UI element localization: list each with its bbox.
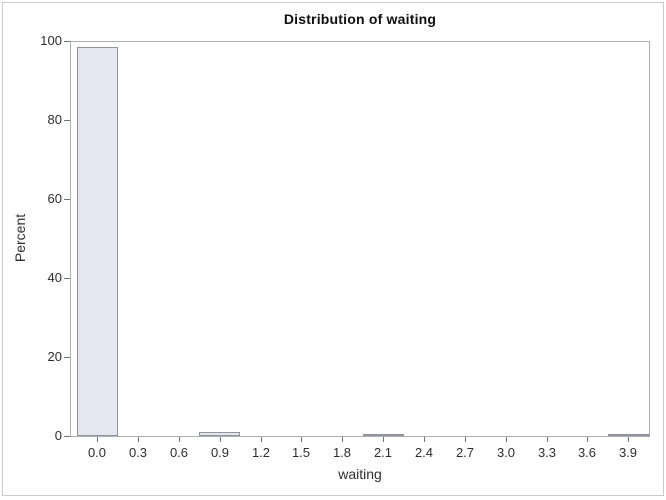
y-axis-label: Percent — [12, 213, 28, 263]
x-tick-mark — [628, 437, 629, 442]
x-tick-mark — [342, 437, 343, 442]
x-tick-mark — [547, 437, 548, 442]
plot-area — [70, 41, 650, 437]
x-tick-label: 1.5 — [291, 445, 311, 460]
x-tick-label: 3.6 — [577, 445, 597, 460]
x-tick-label: 1.8 — [332, 445, 352, 460]
x-tick-label: 3.9 — [618, 445, 638, 460]
y-tick-mark — [64, 357, 70, 358]
x-tick-label: 0.6 — [169, 445, 189, 460]
x-tick-mark — [97, 437, 98, 442]
x-tick-mark — [506, 437, 507, 442]
x-tick-label: 3.0 — [496, 445, 516, 460]
y-tick-label: 80 — [47, 112, 62, 127]
chart-title: Distribution of waiting — [283, 11, 437, 27]
x-tick-mark — [179, 437, 180, 442]
x-tick-label: 0.3 — [128, 445, 148, 460]
x-tick-label: 2.7 — [455, 445, 475, 460]
x-tick-mark — [138, 437, 139, 442]
histogram-bar — [363, 434, 404, 436]
histogram-bar — [77, 47, 118, 436]
x-tick-mark — [261, 437, 262, 442]
x-tick-mark — [220, 437, 221, 442]
x-tick-mark — [383, 437, 384, 442]
x-tick-label: 0.0 — [87, 445, 107, 460]
y-tick-label: 100 — [40, 33, 62, 48]
y-tick-label: 60 — [47, 191, 62, 206]
x-tick-mark — [424, 437, 425, 442]
x-tick-mark — [301, 437, 302, 442]
y-tick-mark — [64, 120, 70, 121]
x-tick-label: 2.1 — [373, 445, 393, 460]
x-axis-label: waiting — [338, 466, 382, 482]
x-tick-mark — [465, 437, 466, 442]
x-tick-mark — [587, 437, 588, 442]
x-tick-label: 3.3 — [537, 445, 557, 460]
y-tick-mark — [64, 199, 70, 200]
x-tick-label: 1.2 — [251, 445, 271, 460]
x-tick-label: 2.4 — [414, 445, 434, 460]
x-tick-label: 0.9 — [210, 445, 230, 460]
y-tick-label: 0 — [54, 428, 62, 443]
histogram-bar — [608, 434, 649, 436]
y-tick-mark — [64, 436, 70, 437]
y-tick-label: 20 — [47, 349, 62, 364]
y-tick-mark — [64, 41, 70, 42]
y-tick-mark — [64, 278, 70, 279]
histogram-bar — [199, 432, 240, 436]
y-tick-label: 40 — [47, 270, 62, 285]
